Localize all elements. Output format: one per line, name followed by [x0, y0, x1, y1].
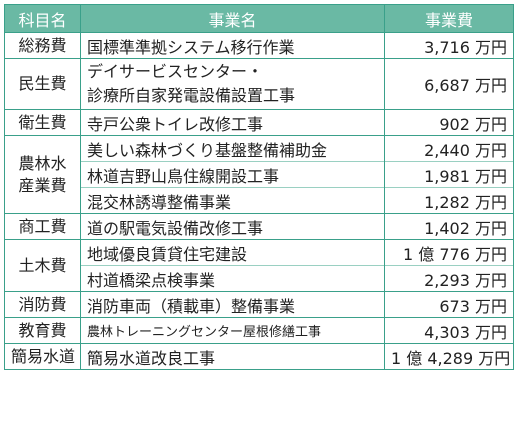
- cost-cell: 1 億 776 万円: [384, 239, 514, 266]
- project-cell: 道の駅電気設備改修工事: [80, 213, 385, 240]
- project-cell: 地域優良賃貸住宅建設: [80, 239, 385, 266]
- subject-cell: 総務費: [4, 32, 81, 59]
- cost-cell: 4,303 万円: [384, 317, 514, 344]
- cost-cell: 3,716 万円: [384, 32, 514, 59]
- header-row: 科目名 事業名 事業費: [4, 4, 514, 33]
- header-cost: 事業費: [384, 4, 514, 33]
- project-cell: 林道吉野山鳥住線開設工事: [80, 161, 385, 188]
- project-cell: 寺戸公衆トイレ改修工事: [80, 109, 385, 136]
- project-cell: 美しい森林づくり基盤整備補助金: [80, 135, 385, 162]
- header-subject: 科目名: [4, 4, 81, 33]
- table-row: 混交林誘導整備事業 1,282 万円: [5, 187, 514, 214]
- subject-cell: 商工費: [4, 213, 81, 240]
- subject-cell: 簡易水道: [4, 343, 81, 370]
- cost-cell: 1,282 万円: [384, 187, 514, 214]
- table-row: 村道橋梁点検事業 2,293 万円: [5, 265, 514, 292]
- cost-cell: 1 億 4,289 万円: [384, 343, 514, 370]
- subject-line: 農林水: [18, 153, 67, 173]
- table-row: 総務費 国標準準拠システム移行作業 3,716 万円: [4, 32, 514, 59]
- project-cell: 国標準準拠システム移行作業: [80, 32, 385, 59]
- project-cell: 混交林誘導整備事業: [80, 187, 385, 214]
- cost-cell: 902 万円: [384, 109, 514, 136]
- subject-cell: 教育費: [4, 317, 81, 344]
- table-row: 林道吉野山鳥住線開設工事 1,981 万円: [5, 161, 514, 188]
- cost-cell: 6,687 万円: [384, 58, 514, 110]
- subject-cell: 衛生費: [4, 109, 81, 136]
- table-row: 簡易水道 簡易水道改良工事 1 億 4,289 万円: [4, 343, 514, 370]
- subject-cell: 消防費: [4, 291, 81, 318]
- cost-cell: 1,981 万円: [384, 161, 514, 188]
- project-cell: デイサービスセンター・ 診療所自家発電設備設置工事: [80, 58, 385, 110]
- project-cell: 村道橋梁点検事業: [80, 265, 385, 292]
- table-row: 衛生費 寺戸公衆トイレ改修工事 902 万円: [4, 109, 514, 136]
- table-row: 商工費 道の駅電気設備改修工事 1,402 万円: [4, 213, 514, 240]
- cost-cell: 2,293 万円: [384, 265, 514, 292]
- project-cell: 簡易水道改良工事: [80, 343, 385, 370]
- subject-cell: 農林水 産業費: [4, 135, 81, 214]
- cost-cell: 1,402 万円: [384, 213, 514, 240]
- table-row: 教育費 農林トレーニングセンター屋根修繕工事 4,303 万円: [4, 317, 514, 344]
- table-row: 農林水 産業費 美しい森林づくり基盤整備補助金 2,440 万円: [4, 135, 514, 214]
- cost-cell: 673 万円: [384, 291, 514, 318]
- project-line: 診療所自家発電設備設置工事: [87, 86, 296, 105]
- table-row: 民生費 デイサービスセンター・ 診療所自家発電設備設置工事 6,687 万円: [4, 58, 514, 110]
- table-row: 消防費 消防車両（積載車）整備事業 673 万円: [4, 291, 514, 318]
- project-line: デイサービスセンター・: [87, 62, 264, 81]
- project-cell: 消防車両（積載車）整備事業: [80, 291, 385, 318]
- subject-cell: 民生費: [4, 58, 81, 110]
- table-row: 土木費 地域優良賃貸住宅建設 1 億 776 万円: [4, 239, 514, 292]
- header-project: 事業名: [80, 4, 385, 33]
- subject-cell: 土木費: [4, 239, 81, 292]
- cost-cell: 2,440 万円: [384, 135, 514, 162]
- project-cell: 農林トレーニングセンター屋根修繕工事: [80, 317, 385, 344]
- budget-table: 科目名 事業名 事業費 総務費 国標準準拠システム移行作業 3,716 万円 民…: [4, 4, 514, 370]
- subject-line: 産業費: [18, 175, 67, 195]
